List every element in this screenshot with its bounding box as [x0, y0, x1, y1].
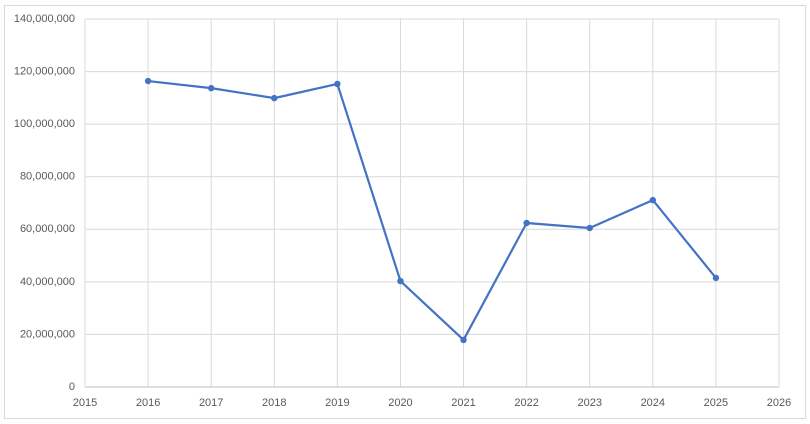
data-point — [207, 84, 215, 92]
x-tick-label: 2023 — [577, 397, 601, 409]
data-point — [144, 77, 152, 85]
x-tick-label: 2021 — [451, 397, 475, 409]
x-tick-label: 2025 — [704, 397, 728, 409]
x-tick-label: 2018 — [262, 397, 286, 409]
y-tick-label: 140,000,000 — [14, 13, 75, 25]
data-point — [397, 277, 404, 285]
y-tick-label: 20,000,000 — [20, 328, 75, 340]
chart-frame — [4, 5, 806, 419]
x-tick-label: 2019 — [325, 397, 349, 409]
y-tick-label: 120,000,000 — [14, 65, 75, 77]
x-tick-label: 2020 — [388, 397, 412, 409]
data-point — [712, 274, 720, 282]
y-tick-label: 60,000,000 — [20, 223, 75, 235]
series-line — [147, 79, 717, 342]
x-tick-label: 2022 — [514, 397, 538, 409]
y-tick-label: 0 — [69, 381, 75, 393]
data-point — [460, 336, 467, 344]
x-tick-label: 2016 — [136, 397, 160, 409]
y-tick-label: 40,000,000 — [20, 276, 75, 288]
data-point — [271, 94, 278, 102]
y-tick-label: 100,000,000 — [14, 118, 75, 130]
data-point — [523, 219, 530, 227]
x-tick-label: 2017 — [199, 397, 223, 409]
data-point — [649, 196, 657, 204]
x-tick-label: 2024 — [641, 397, 665, 409]
x-tick-label: 2026 — [767, 397, 791, 409]
data-point — [334, 80, 341, 88]
x-tick-label: 2015 — [73, 397, 97, 409]
data-point — [586, 224, 593, 232]
y-tick-label: 80,000,000 — [20, 171, 75, 183]
